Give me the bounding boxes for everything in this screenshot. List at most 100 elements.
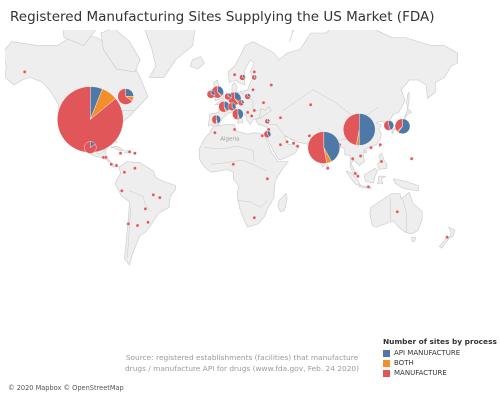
- site-dot-29[interactable]: [378, 142, 382, 147]
- site-dot-7[interactable]: [245, 110, 250, 115]
- site-dot-10[interactable]: [295, 144, 300, 148]
- land-tasmania: [411, 236, 416, 242]
- land-sakhalin: [406, 91, 410, 109]
- site-dot-1[interactable]: [252, 70, 257, 74]
- site-dot-18[interactable]: [265, 177, 270, 181]
- border-brazil-west: [129, 190, 151, 212]
- site-dot-25[interactable]: [353, 171, 358, 176]
- site-dot-42[interactable]: [133, 151, 137, 155]
- site-pie-16[interactable]: [244, 93, 251, 100]
- site-pie-2-slice-manufacture: [84, 141, 97, 154]
- site-pie-20[interactable]: [251, 74, 257, 81]
- site-pie-6-slice-api: [397, 118, 411, 134]
- site-pie-15-slice-manufacture: [238, 99, 245, 106]
- site-dot-24[interactable]: [358, 154, 363, 158]
- site-dot-28[interactable]: [379, 159, 384, 164]
- site-pie-1-slice-manufacture: [117, 88, 133, 105]
- site-pie-13[interactable]: [227, 102, 237, 111]
- site-dot-40[interactable]: [101, 155, 106, 160]
- site-dot-44[interactable]: [118, 151, 123, 155]
- site-dot-5[interactable]: [252, 108, 257, 113]
- site-dot-11[interactable]: [285, 140, 289, 144]
- legend-item-both[interactable]: BOTH: [383, 358, 495, 368]
- site-dot-48[interactable]: [158, 195, 162, 200]
- country-label-algeria: Algeria: [220, 136, 239, 142]
- site-dot-31[interactable]: [395, 210, 400, 214]
- site-pie-4-slice-manufacture: [343, 113, 360, 146]
- site-dot-30[interactable]: [369, 145, 373, 150]
- site-dot-35[interactable]: [120, 189, 124, 193]
- land-cuba: [109, 145, 125, 151]
- site-dot-4[interactable]: [261, 100, 266, 105]
- site-pie-15[interactable]: [238, 99, 245, 106]
- site-dot-45[interactable]: [146, 220, 150, 225]
- site-dot-32[interactable]: [445, 235, 449, 239]
- land-south-america: [114, 161, 176, 266]
- site-pie-17-slice-manufacture: [239, 74, 246, 81]
- site-dot-33[interactable]: [135, 223, 140, 228]
- site-dot-50[interactable]: [308, 102, 313, 107]
- site-dots-layer: [22, 70, 449, 239]
- site-pie-16-slice-manufacture: [244, 93, 251, 100]
- site-pie-6-slice-manufacture: [394, 118, 403, 132]
- legend-label-manufacture: MANUFACTURE: [394, 369, 447, 377]
- legend-swatch-manufacture: [383, 369, 390, 377]
- site-pie-3[interactable]: [307, 131, 340, 164]
- site-pie-14[interactable]: [224, 92, 232, 101]
- site-dot-47[interactable]: [151, 193, 156, 197]
- site-dot-26[interactable]: [356, 174, 360, 178]
- site-dot-16[interactable]: [231, 162, 236, 166]
- site-pie-12[interactable]: [206, 90, 216, 99]
- site-dot-37[interactable]: [133, 166, 137, 170]
- site-pie-6[interactable]: [394, 118, 411, 134]
- site-dot-41[interactable]: [114, 163, 119, 168]
- site-pie-4[interactable]: [343, 113, 376, 146]
- site-dot-23[interactable]: [350, 156, 355, 161]
- site-dot-3[interactable]: [269, 83, 274, 87]
- legend-label-both: BOTH: [394, 359, 414, 367]
- site-dot-15[interactable]: [232, 127, 237, 132]
- legend-item-manufacture[interactable]: MANUFACTURE: [383, 368, 495, 378]
- site-dot-17[interactable]: [213, 130, 217, 135]
- site-dot-51[interactable]: [409, 156, 414, 161]
- site-pie-5[interactable]: [383, 120, 394, 131]
- site-pie-19[interactable]: [264, 118, 271, 124]
- site-pie-0[interactable]: [57, 86, 124, 153]
- site-dot-38[interactable]: [109, 162, 114, 166]
- site-dot-46[interactable]: [143, 207, 148, 211]
- page-title: Registered Manufacturing Sites Supplying…: [10, 9, 435, 25]
- site-dot-0[interactable]: [232, 72, 237, 77]
- legend-item-api[interactable]: API MANUFACTURE: [383, 348, 495, 358]
- site-pie-3-slice-manufacture: [307, 131, 328, 164]
- site-pie-8[interactable]: [218, 100, 230, 113]
- site-dot-43[interactable]: [127, 150, 132, 154]
- site-pie-10[interactable]: [232, 108, 244, 120]
- site-dot-36[interactable]: [122, 170, 127, 174]
- site-pie-17[interactable]: [239, 74, 246, 81]
- site-dot-22[interactable]: [326, 166, 330, 170]
- site-dot-20[interactable]: [307, 134, 312, 138]
- land-arctic-islands: [62, 30, 96, 46]
- world-map[interactable]: Algeria: [5, 30, 495, 385]
- site-dot-2[interactable]: [251, 88, 255, 92]
- site-dot-49[interactable]: [22, 70, 27, 74]
- border-argentina-chile: [126, 207, 132, 259]
- land-hainan: [363, 150, 368, 154]
- site-dot-27[interactable]: [366, 185, 371, 189]
- land-nz-north: [448, 226, 456, 238]
- site-dot-9[interactable]: [291, 141, 296, 145]
- site-pie-18[interactable]: [263, 130, 272, 138]
- site-dot-14[interactable]: [260, 134, 264, 138]
- site-pie-11[interactable]: [211, 114, 221, 125]
- site-pie-2[interactable]: [84, 141, 97, 154]
- site-dot-6[interactable]: [249, 114, 254, 118]
- site-dot-34[interactable]: [126, 222, 131, 226]
- site-dot-12[interactable]: [278, 142, 283, 147]
- site-pie-13-slice-manufacture: [227, 102, 235, 111]
- site-dot-19[interactable]: [252, 215, 257, 220]
- site-dot-8[interactable]: [278, 116, 283, 120]
- map-attribution[interactable]: © 2020 Mapbox © OpenStreetMap: [8, 384, 124, 392]
- site-pie-1[interactable]: [117, 88, 134, 105]
- land-sulawesi: [377, 175, 386, 185]
- site-pie-10-slice-manufacture: [232, 108, 239, 120]
